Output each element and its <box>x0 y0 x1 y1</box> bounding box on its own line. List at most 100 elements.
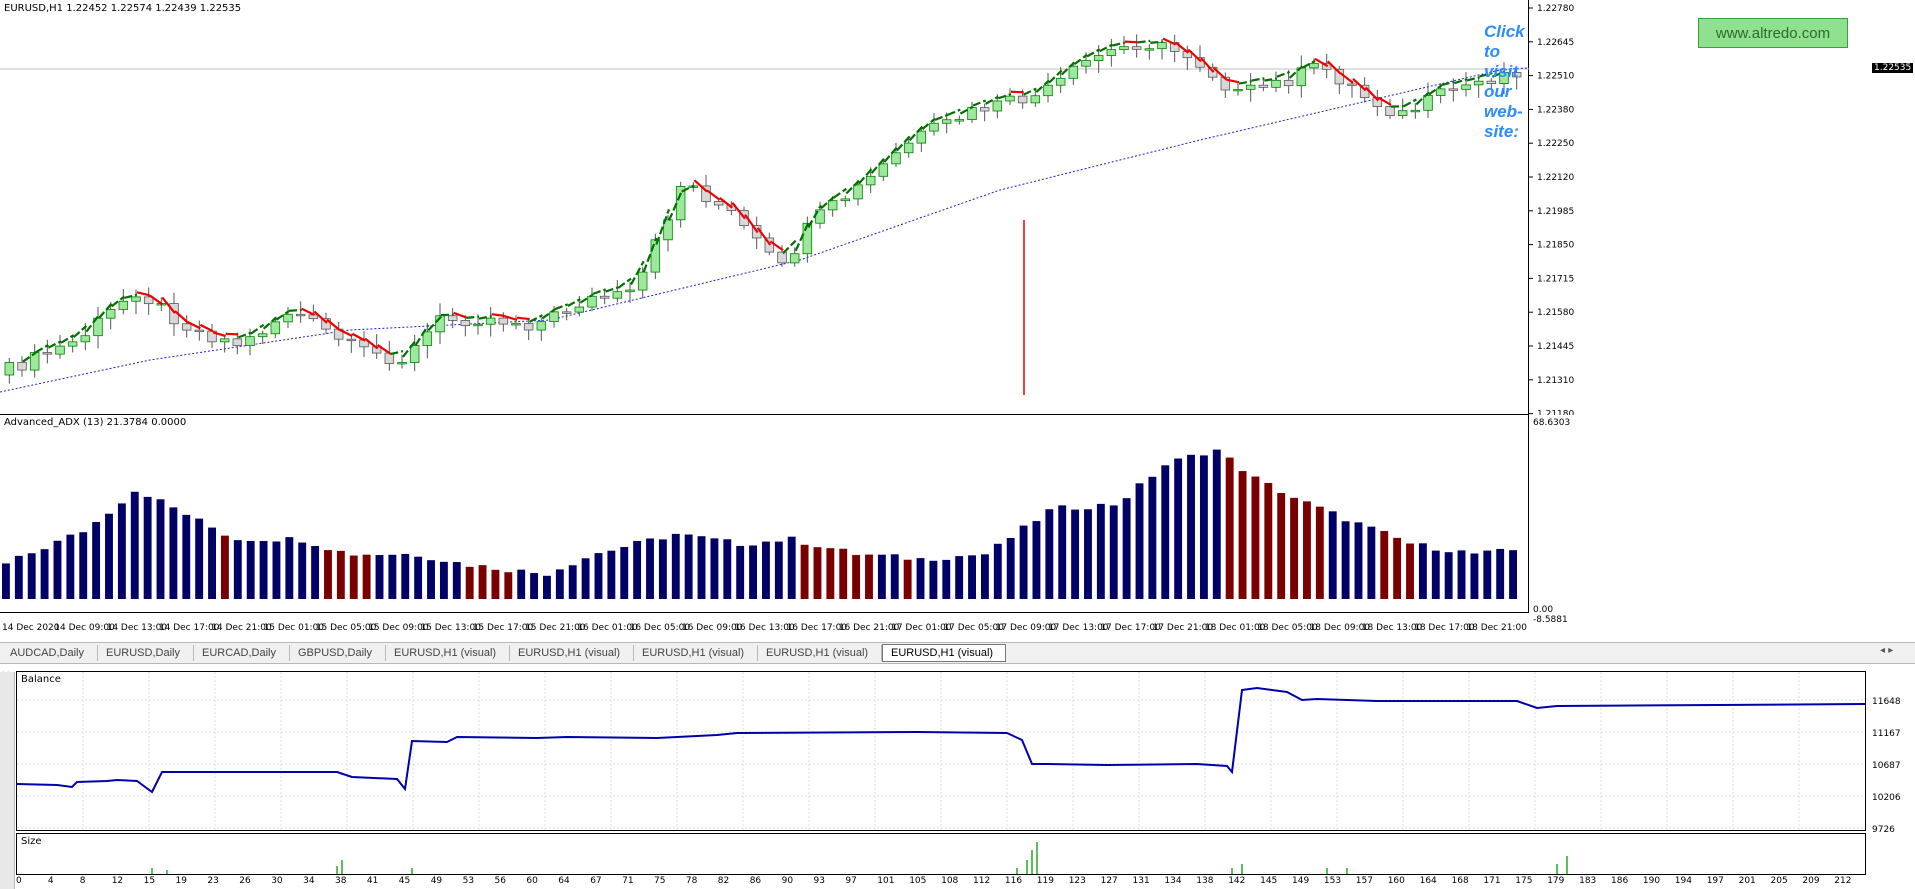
adx-bar <box>787 536 796 599</box>
adx-bar <box>1457 550 1466 599</box>
visit-website-button[interactable]: www.altredo.com <box>1698 18 1848 48</box>
candle-body <box>650 239 661 273</box>
adx-bar <box>105 513 113 599</box>
candle-body <box>587 295 597 308</box>
adx-bar <box>1096 503 1105 599</box>
candle-body <box>663 219 673 241</box>
ma-segment <box>1428 84 1443 96</box>
adx-bar <box>1174 458 1183 599</box>
bottom-axis-label: 119 <box>1036 876 1054 886</box>
ma-segment <box>908 125 924 142</box>
adx-bar <box>1393 537 1402 599</box>
time-axis-label: 15 Dec 13:00 <box>420 623 481 633</box>
candle-body <box>549 311 559 323</box>
main-chart-panel[interactable]: EURUSD,H1 1.22452 1.22574 1.22439 1.2253… <box>0 0 1848 415</box>
time-axis-label: 16 Dec 21:00 <box>838 623 900 633</box>
ma-segment <box>997 92 1012 100</box>
bottom-axis-label: 205 <box>1770 876 1788 886</box>
chart-tab[interactable]: GBPUSD,Daily <box>290 645 386 661</box>
candle-body <box>954 119 965 122</box>
candle-body <box>409 345 420 363</box>
adx-bar <box>697 536 706 599</box>
chart-tab[interactable]: EURUSD,H1 (visual) <box>510 645 634 661</box>
indicator-panel[interactable]: Advanced_ADX (13) 21.3784 0.0000 <box>0 415 1529 613</box>
adx-bar <box>130 491 139 599</box>
adx-bar <box>259 540 268 599</box>
chart-tab[interactable]: EURCAD,Daily <box>194 645 290 661</box>
ma-segment <box>377 344 391 355</box>
adx-bar <box>684 534 693 599</box>
chart-tab[interactable]: EURUSD,H1 (visual) <box>386 645 510 661</box>
ma-segment <box>1276 70 1291 78</box>
time-axis-label: 14 Dec 13:00 <box>106 623 168 633</box>
time-axis-label: 18 Dec 01:00 <box>1204 623 1266 633</box>
balance-tick-label: 10206 <box>1872 793 1901 803</box>
bottom-axis-label: 201 <box>1738 876 1756 886</box>
balance-tick-label: 10687 <box>1872 761 1901 771</box>
ma-segment <box>1226 78 1240 84</box>
price-tick-label: 1.21180 <box>1537 410 1574 415</box>
time-axis-label: 14 Dec 21:00 <box>211 623 272 633</box>
ma-segment <box>630 260 645 286</box>
ma-segment <box>845 179 860 195</box>
candle-body <box>346 338 357 342</box>
side-strip <box>0 672 15 889</box>
ma-segment <box>1288 65 1304 79</box>
ma-segment <box>1364 86 1380 102</box>
candle-body <box>1043 84 1053 97</box>
time-axis-label: 16 Dec 13:00 <box>734 623 795 633</box>
adx-bar <box>285 537 294 599</box>
candle-body <box>637 271 648 291</box>
adx-bar <box>298 542 307 599</box>
adx-bar <box>14 555 23 599</box>
candle-body <box>1372 97 1383 107</box>
ma-segment <box>807 204 822 228</box>
time-axis-label: 14 Dec 17:00 <box>158 623 220 633</box>
bottom-axis-label: 134 <box>1164 876 1182 886</box>
chart-tab[interactable]: AUDCAD,Daily <box>2 645 98 661</box>
ma-segment <box>1073 53 1088 66</box>
adx-bar <box>646 538 654 599</box>
adx-bar <box>1199 455 1208 599</box>
time-axis-label: 14 Dec 09:00 <box>54 623 115 633</box>
adx-bar <box>1238 471 1247 599</box>
chart-tab[interactable]: EURUSD,Daily <box>98 645 194 661</box>
bottom-axis-label: 194 <box>1674 876 1692 886</box>
ma-segment <box>1415 91 1430 106</box>
candle-body <box>561 311 572 314</box>
adx-bar <box>156 499 165 599</box>
candle-body <box>460 320 471 327</box>
adx-bar <box>1148 476 1157 599</box>
ma-segment <box>1314 57 1329 68</box>
candle-body <box>80 335 91 343</box>
candle-body <box>270 321 281 335</box>
adx-bar <box>633 540 642 599</box>
chart-tab[interactable]: EURUSD,H1 (visual) <box>882 644 1006 662</box>
time-axis-label: 14 Dec 2020 <box>2 623 60 633</box>
visit-label: Click to visit our web-site: <box>1484 22 1525 141</box>
chart-tab[interactable]: EURUSD,H1 (visual) <box>758 645 882 661</box>
ma-segment <box>187 321 201 330</box>
adx-bar <box>852 554 861 599</box>
time-axis-label: 17 Dec 05:00 <box>943 623 1004 633</box>
candle-body <box>827 200 838 211</box>
ma-segment <box>516 316 530 321</box>
adx-bar <box>993 543 1002 599</box>
candle-body <box>916 130 927 144</box>
candle-body <box>219 338 230 343</box>
candle-body <box>891 152 901 165</box>
ma-segment <box>35 343 49 354</box>
chart-tab[interactable]: EURUSD,H1 (visual) <box>634 645 758 661</box>
candle-body <box>232 338 243 347</box>
candle-body <box>1461 84 1471 90</box>
bottom-axis-label: 53 <box>462 876 475 886</box>
adx-bar <box>980 554 989 599</box>
adx-bar <box>336 550 345 599</box>
adx-bar <box>491 569 500 599</box>
tabs-scroll-arrows[interactable]: ◂ ▸ <box>1880 645 1894 656</box>
adx-bar <box>607 550 616 599</box>
ma-segment <box>237 331 252 339</box>
ma-segment <box>681 184 695 193</box>
ma-segment <box>250 323 265 335</box>
adx-bar <box>877 554 886 599</box>
